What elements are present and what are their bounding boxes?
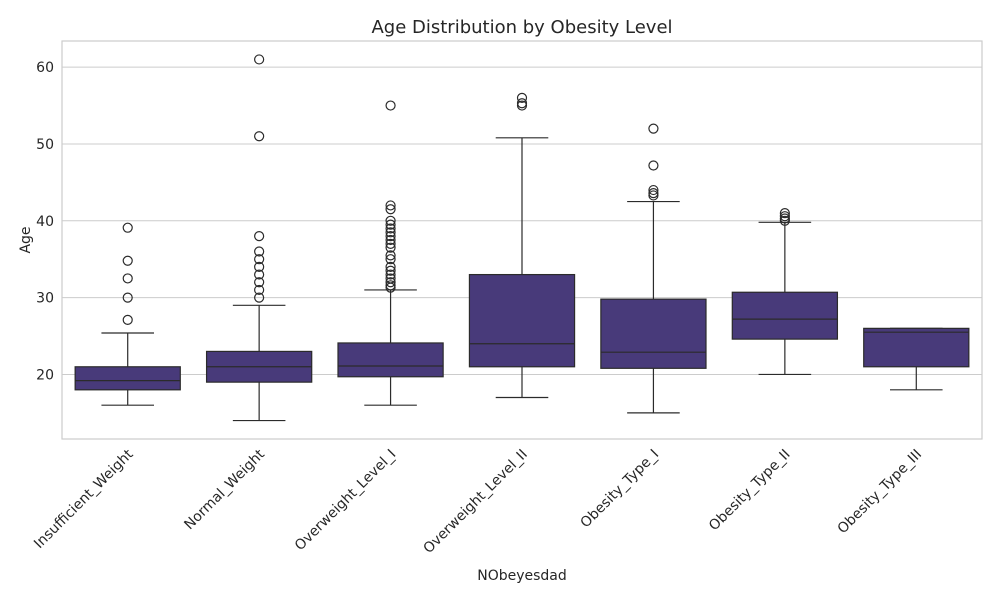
outlier-point: [385, 215, 396, 226]
iqr-box: [468, 273, 576, 368]
y-axis-label: Age: [18, 226, 34, 253]
chart-title: Age Distribution by Obesity Level: [371, 17, 672, 38]
box-Overweight_Level_II: [468, 92, 576, 399]
outlier-point: [254, 292, 265, 303]
iqr-box: [863, 327, 970, 368]
outlier-point: [122, 273, 133, 284]
outlier-point: [385, 254, 396, 265]
outlier-point: [385, 200, 396, 211]
outlier-point: [254, 254, 265, 265]
iqr-box: [337, 342, 444, 378]
outlier-point: [385, 231, 396, 242]
outlier-point: [122, 222, 133, 233]
y-axis-ticks: 20 30 40 50 60: [36, 60, 54, 383]
outlier-point: [254, 246, 265, 257]
outlier-point: [516, 92, 528, 103]
y-tick-label: 30: [36, 291, 54, 307]
outlier-point: [254, 269, 265, 280]
iqr-box: [74, 366, 181, 391]
outlier-point: [385, 277, 396, 288]
outlier-point: [648, 123, 659, 134]
outlier-point: [385, 242, 396, 253]
outlier-point: [254, 284, 265, 296]
outlier-point: [385, 280, 396, 291]
y-tick-label: 20: [36, 367, 54, 383]
outlier-point: [516, 98, 528, 109]
outlier-point: [254, 131, 265, 142]
outlier-point: [385, 238, 396, 249]
x-tick-label: Overweight_Level_II: [420, 447, 530, 557]
box-Insufficient_Weight: [74, 222, 181, 406]
outlier-point: [648, 160, 659, 171]
outlier-point: [254, 261, 265, 272]
y-tick-label: 50: [36, 137, 54, 153]
outlier-point: [385, 223, 396, 234]
plot-frame: [61, 40, 983, 440]
x-tick-label: Normal_Weight: [181, 446, 268, 533]
box-Normal_Weight: [205, 54, 313, 422]
outlier-point: [779, 208, 790, 219]
iqr-box: [600, 298, 707, 369]
x-tick-label: Obesity_Type_I: [578, 447, 663, 532]
box-Overweight_Level_I: [337, 100, 444, 406]
outlier-point: [254, 277, 265, 288]
outlier-point: [254, 231, 265, 242]
iqr-box: [731, 291, 839, 340]
x-tick-label: Obesity_Type_II: [706, 447, 794, 535]
outlier-point: [385, 261, 396, 272]
outlier-point: [385, 100, 396, 111]
outlier-point: [385, 219, 396, 230]
outlier-point: [385, 204, 396, 215]
x-tick-label: Obesity_Type_III: [835, 447, 926, 538]
box-Obesity_Type_II: [731, 208, 839, 376]
x-axis-ticks: Insufficient_Weight Normal_Weight Overweig…: [31, 446, 925, 557]
outlier-point: [648, 184, 659, 196]
y-tick-label: 60: [36, 60, 54, 76]
boxes: [74, 54, 970, 422]
outlier-point: [122, 255, 133, 266]
box-Obesity_Type_I: [600, 123, 707, 414]
y-tick-label: 40: [36, 214, 54, 230]
box-Obesity_Type_III: [863, 327, 970, 391]
x-tick-label: Insufficient_Weight: [31, 446, 137, 552]
outlier-point: [648, 188, 659, 199]
outlier-point: [385, 234, 396, 246]
outlier-point: [122, 314, 133, 326]
outlier-point: [254, 54, 265, 65]
outlier-point: [779, 211, 790, 222]
outlier-point: [385, 273, 396, 284]
x-axis-label: NObeyesdad: [477, 568, 567, 584]
outlier-point: [385, 250, 396, 261]
x-tick-label: Overweight_Level_I: [292, 447, 399, 554]
outlier-point: [385, 227, 396, 238]
outlier-point: [385, 265, 396, 276]
outlier-point: [385, 269, 396, 280]
outlier-point: [122, 292, 133, 303]
